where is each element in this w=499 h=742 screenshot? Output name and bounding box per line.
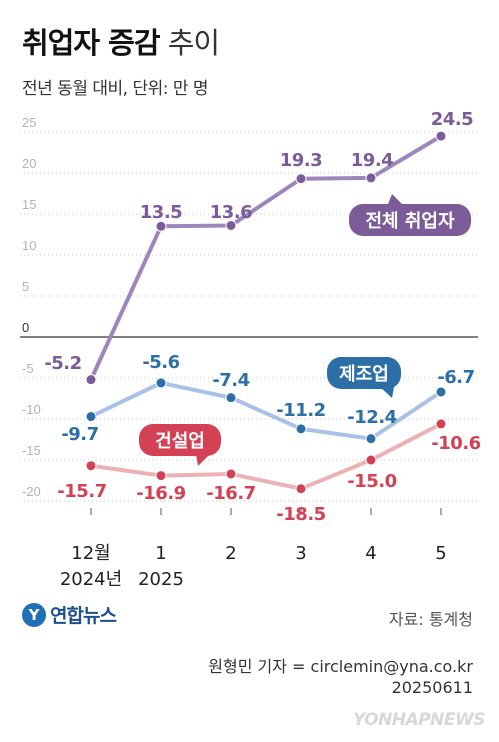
legend-total-label: 전체 취업자: [365, 211, 455, 232]
data-point: [155, 470, 167, 482]
data-label: 13.6: [210, 202, 252, 223]
series-line: [89, 134, 443, 381]
legend-manufacturing-label: 제조업: [339, 364, 389, 385]
data-label: -18.5: [276, 504, 325, 525]
x-tick-label: 2024년: [60, 569, 122, 590]
data-point: [365, 172, 377, 184]
legend-manufacturing-bg: [327, 357, 401, 389]
series-line: [90, 380, 443, 441]
legend-construction-label: 건설업: [155, 431, 205, 452]
x-tick-label: 12월: [71, 543, 110, 564]
y-tick-label: 10: [22, 238, 36, 253]
data-point: [225, 219, 237, 231]
y-tick-label: 25: [22, 115, 36, 130]
data-point: [85, 460, 97, 472]
data-point: [295, 173, 307, 185]
data-point: [365, 454, 377, 466]
y-tick-label: 15: [22, 197, 36, 212]
x-tick-label: 4: [365, 543, 376, 564]
data-source: 자료: 통계청: [388, 610, 473, 629]
data-point: [295, 483, 307, 495]
x-tick-label: 2: [225, 543, 236, 564]
data-point: [435, 130, 447, 142]
data-label: -7.4: [212, 370, 249, 391]
publisher-name: 연합뉴스: [50, 605, 117, 627]
data-label: -15.7: [57, 481, 106, 502]
line-chart: 25 20 15 10 5 0 -5 -10 -15 -20 12월 2024년 1 2025 2 3 4 5 -5…: [20, 109, 481, 590]
legend-manufacturing-pointer: [380, 387, 394, 398]
legend-total-bg: [349, 204, 471, 236]
yonhap-logo-icon: Y: [22, 602, 46, 627]
x-tick-label: 3: [295, 543, 306, 564]
data-label: -16.7: [206, 483, 255, 504]
data-label: -10.6: [431, 433, 480, 454]
data-point: [435, 386, 447, 398]
data-point: [295, 423, 307, 435]
x-tick-label: 2025: [138, 569, 184, 590]
data-point: [225, 468, 237, 480]
data-label: -16.9: [136, 483, 185, 504]
data-point: [225, 392, 237, 404]
y-tick-label: -10: [22, 402, 41, 417]
data-label: -11.2: [276, 400, 325, 421]
watermark: YONHAPNEWS: [352, 710, 486, 730]
y-tick-label: -5: [22, 361, 34, 376]
y-tick-label: 5: [22, 279, 29, 294]
legend-total-pointer: [388, 194, 402, 204]
y-tick-label: -15: [22, 443, 41, 458]
data-label: 19.3: [280, 150, 322, 171]
data-label: -5.6: [142, 352, 179, 373]
y-tick-label: 0: [22, 320, 29, 335]
data-label: -12.4: [347, 407, 396, 428]
data-label: -15.0: [347, 471, 396, 492]
chart-title: 취업자 증감 추이: [22, 20, 220, 62]
series-line: [90, 422, 442, 491]
reporter-credit: 원형민 기자 = circlemin@yna.co.kr: [208, 657, 473, 676]
data-label: -9.7: [61, 424, 98, 445]
y-tick-label: -20: [22, 484, 41, 499]
publisher-logo: Y 연합뉴스: [22, 601, 117, 628]
data-point: [365, 433, 377, 445]
data-point: [435, 418, 447, 430]
data-point: [155, 220, 167, 232]
data-label: 19.4: [351, 150, 393, 171]
data-label: 24.5: [431, 109, 473, 130]
legend-construction-pointer: [196, 454, 210, 466]
x-tick-label: 1: [155, 543, 166, 564]
data-point: [155, 377, 167, 389]
data-point: [85, 374, 97, 386]
chart-subtitle: 전년 동월 대비, 단위: 만 명: [22, 79, 209, 99]
data-label: -6.7: [437, 367, 474, 388]
data-label: -5.2: [44, 353, 81, 374]
legend-construction-bg: [139, 424, 221, 456]
y-tick-label: 20: [22, 156, 36, 171]
x-tick-label: 5: [435, 543, 446, 564]
data-label: 13.5: [140, 202, 182, 223]
title-sub: 추이: [167, 26, 220, 60]
publish-date: 20250611: [391, 678, 473, 697]
title-main: 취업자 증감: [22, 26, 160, 60]
data-point: [85, 411, 97, 423]
credit-block: 원형민 기자 = circlemin@yna.co.kr 20250611: [208, 656, 473, 698]
